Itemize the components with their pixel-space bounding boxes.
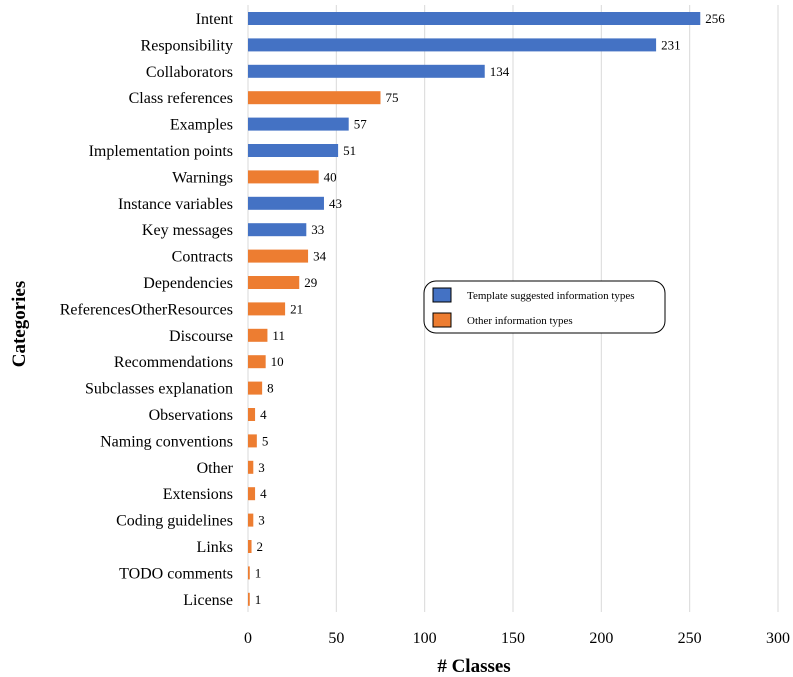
bar	[248, 223, 307, 237]
category-label: Dependencies	[143, 275, 233, 292]
category-label: Naming conventions	[100, 433, 233, 450]
bar	[248, 12, 701, 25]
bar	[248, 566, 250, 580]
value-label: 2	[257, 539, 264, 554]
bar	[248, 513, 254, 527]
x-tick-label: 150	[501, 630, 525, 647]
category-label: Examples	[170, 117, 233, 134]
legend-label-other: Other information types	[467, 315, 573, 327]
bar	[248, 144, 339, 157]
value-label: 8	[267, 381, 274, 396]
category-label: Implementation points	[89, 143, 233, 160]
value-label: 21	[290, 301, 303, 316]
value-label: 29	[304, 275, 317, 290]
value-label: 3	[258, 460, 265, 475]
category-label: Discourse	[169, 328, 233, 345]
legend-box	[423, 280, 666, 334]
value-label: 231	[661, 37, 681, 52]
value-label: 51	[343, 143, 356, 158]
category-label: License	[183, 592, 233, 609]
bar	[248, 196, 324, 210]
category-label: Key messages	[142, 222, 233, 239]
category-label: Subclasses explanation	[85, 381, 233, 398]
value-label: 11	[272, 328, 285, 343]
legend-swatch-template	[432, 287, 452, 303]
x-tick-label: 200	[589, 630, 613, 647]
x-tick-label: 0	[244, 630, 252, 647]
value-label: 134	[490, 64, 510, 79]
bar	[248, 38, 657, 52]
bar	[248, 434, 257, 448]
category-label: Recommendations	[114, 354, 233, 371]
bar	[248, 355, 266, 369]
category-label: Contracts	[172, 249, 233, 266]
bar	[248, 249, 309, 263]
x-tick-label: 50	[328, 630, 344, 647]
bar	[248, 381, 263, 395]
bar	[248, 170, 319, 184]
category-label: ReferencesOtherResources	[60, 301, 233, 318]
category-label: Coding guidelines	[116, 513, 233, 530]
category-label: Other	[197, 460, 234, 477]
bars	[248, 12, 701, 606]
legend-label-template: Template suggested information types	[467, 290, 635, 302]
legend-swatch-other	[432, 312, 452, 328]
value-label: 40	[324, 169, 337, 184]
category-label: Collaborators	[146, 64, 233, 81]
legend: Template suggested information types Oth…	[423, 280, 666, 334]
value-label: 10	[271, 354, 284, 369]
category-label: Links	[197, 539, 233, 556]
value-label: 4	[260, 407, 267, 422]
bar	[248, 117, 349, 131]
bar	[248, 540, 252, 553]
category-label: TODO comments	[119, 565, 233, 582]
bar	[248, 91, 381, 105]
value-label: 3	[258, 513, 265, 528]
bar	[248, 460, 254, 474]
value-label: 1	[255, 565, 262, 580]
value-label: 1	[255, 592, 262, 607]
x-tick-labels: 0 50 100 150 200 250 300	[244, 630, 790, 647]
x-axis-title: # Classes	[437, 656, 510, 677]
category-labels: Intent Responsibility Collaborators Class r…	[60, 11, 234, 609]
bar	[248, 487, 256, 501]
category-label: Responsibility	[141, 37, 233, 54]
value-label: 57	[354, 117, 368, 132]
x-tick-label: 300	[766, 630, 790, 647]
y-axis-title: Categories	[9, 281, 30, 368]
bar	[248, 64, 485, 78]
value-label: 75	[386, 90, 399, 105]
value-label: 34	[313, 249, 327, 264]
category-label: Intent	[196, 11, 234, 28]
bar	[248, 328, 268, 342]
value-label: 4	[260, 486, 267, 501]
bar	[248, 302, 286, 316]
bar	[248, 592, 250, 606]
value-label: 33	[311, 222, 324, 237]
category-label: Observations	[149, 407, 233, 424]
category-label: Class references	[129, 90, 233, 107]
x-tick-label: 100	[413, 630, 437, 647]
category-label: Extensions	[163, 486, 233, 503]
value-label: 5	[262, 433, 269, 448]
x-tick-label: 250	[678, 630, 702, 647]
category-label: Warnings	[172, 169, 233, 186]
value-label: 43	[329, 196, 342, 211]
category-label: Instance variables	[118, 196, 233, 213]
value-label: 256	[705, 11, 725, 26]
bar	[248, 408, 256, 421]
bar	[248, 276, 300, 289]
